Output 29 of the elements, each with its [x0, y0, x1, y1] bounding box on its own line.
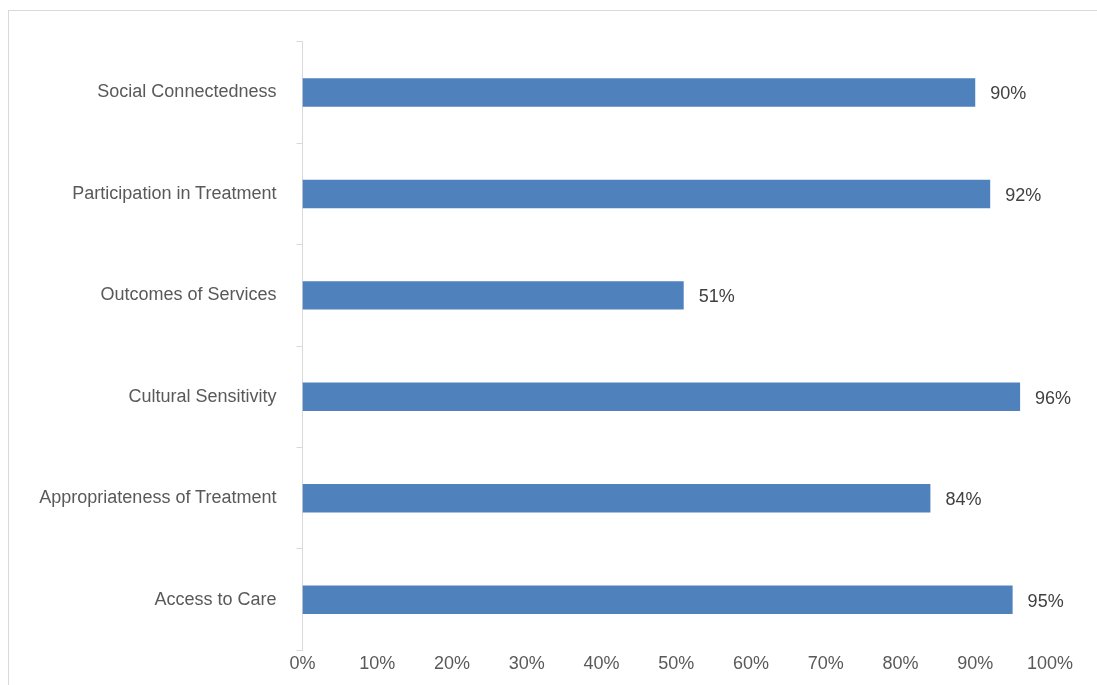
data-label: 95%: [1027, 590, 1064, 611]
y-tick-label: Outcomes of Services: [100, 284, 277, 305]
x-tick-label: 80%: [882, 653, 919, 674]
bar: [302, 179, 991, 209]
data-label: 51%: [698, 286, 735, 307]
y-tick-label: Cultural Sensitivity: [128, 385, 277, 406]
data-label: 96%: [1035, 387, 1072, 408]
x-tick-label: 70%: [807, 653, 844, 674]
bar: [302, 484, 931, 513]
x-tick-label: 90%: [957, 653, 994, 674]
x-tick-label: 20%: [433, 653, 470, 674]
bar: [302, 585, 1013, 614]
x-tick-label: 100%: [1026, 653, 1074, 674]
x-tick-label: 30%: [508, 653, 545, 674]
data-label: 84%: [945, 489, 982, 510]
x-tick-label: 60%: [732, 653, 769, 674]
x-tick-label: 10%: [359, 653, 396, 674]
x-tick-label: 50%: [658, 653, 695, 674]
bar: [302, 382, 1021, 412]
y-tick-label: Social Connectedness: [97, 81, 277, 102]
y-tick-label: Appropriateness of Treatment: [39, 487, 277, 508]
data-label: 90%: [990, 83, 1027, 104]
bar: [302, 281, 684, 310]
data-label: 92%: [1005, 184, 1042, 205]
x-tick-label: 0%: [289, 653, 316, 674]
bar: [302, 78, 976, 107]
y-tick-label: Access to Care: [154, 588, 277, 609]
x-tick-label: 40%: [583, 653, 620, 674]
y-tick-label: Participation in Treatment: [72, 182, 277, 203]
